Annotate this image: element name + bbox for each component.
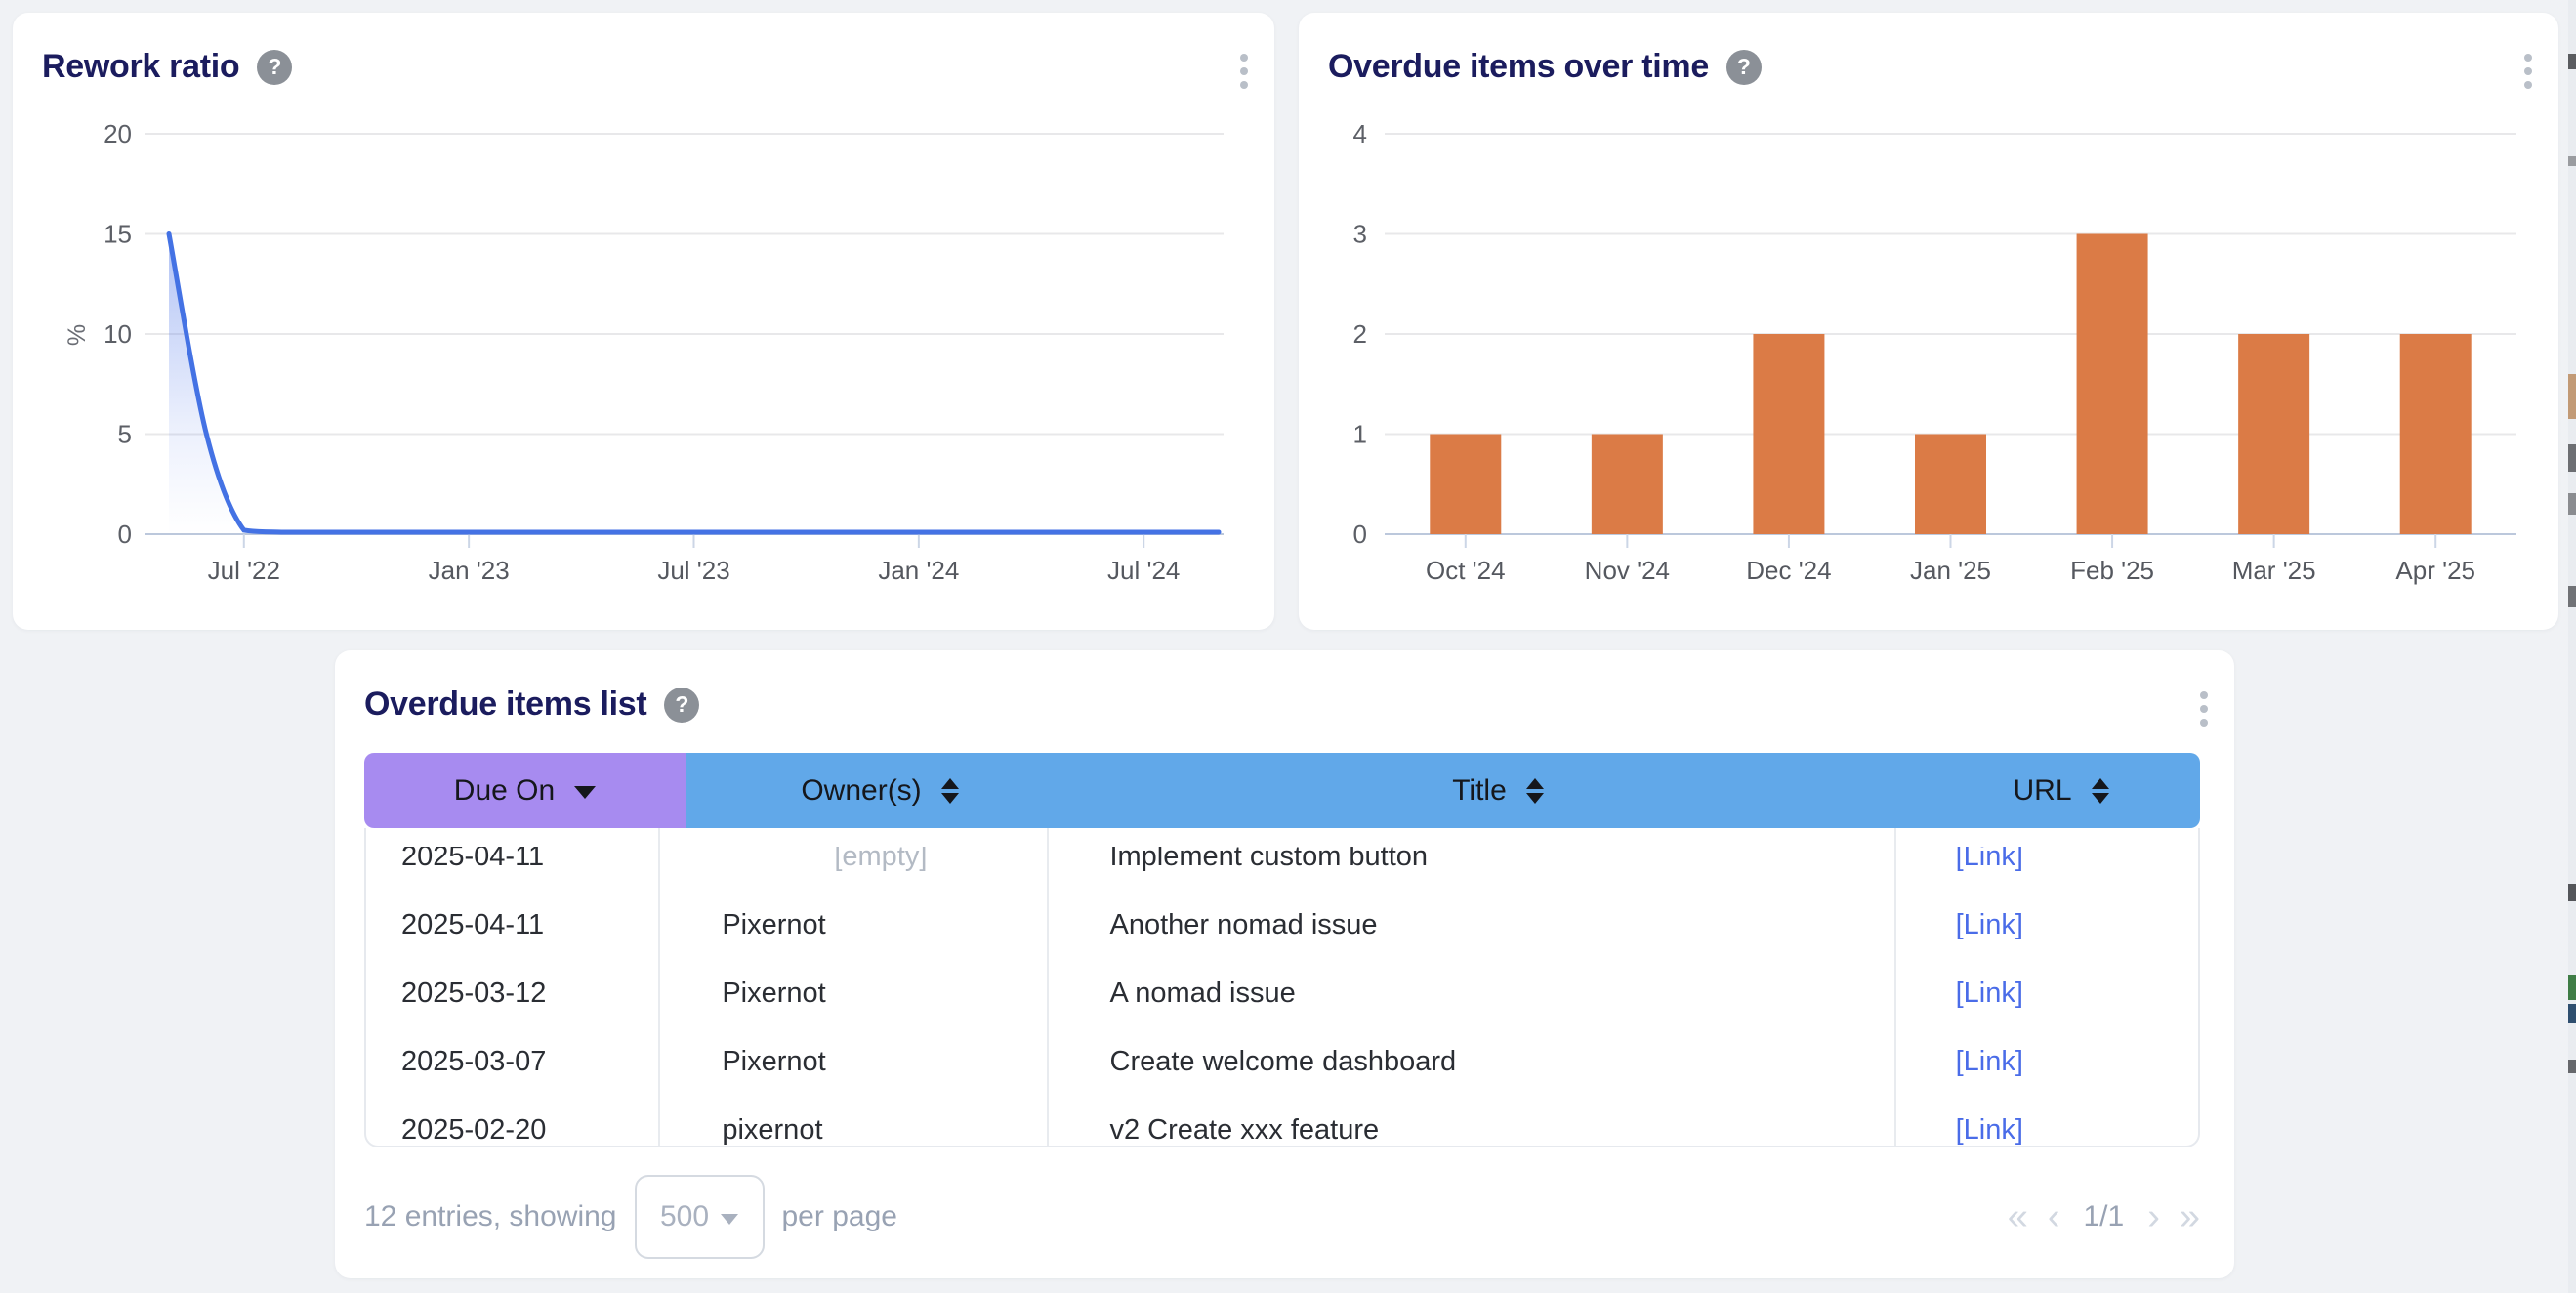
kebab-menu-icon[interactable] [2200,691,2208,727]
rework-ratio-area-chart: 0 5 10 15 20% Jul '22 Jan '23 Jul '23 Jan '24 Jul… [63,119,1224,585]
svg-text:10: 10 [104,319,132,349]
prev-page-button[interactable]: ‹ [2047,1196,2060,1237]
svg-text:Jan '24: Jan '24 [878,556,959,585]
table-row[interactable]: 2025-03-07 Pixernot Create welcome dashb… [366,1027,2198,1096]
per-page-suffix: per page [781,1200,897,1232]
item-link[interactable]: [Link] [1955,908,2023,940]
column-label: Due On [453,773,556,807]
sort-both-icon [1525,777,1544,804]
sort-both-icon [940,777,959,804]
column-label: URL [2013,773,2072,807]
cell-owner: [empty] [834,847,928,872]
help-icon[interactable]: ? [1725,49,1762,85]
item-link[interactable]: [Link] [1955,1113,2023,1146]
column-label: Title [1452,773,1507,807]
sort-both-icon [2091,777,2109,804]
svg-text:2: 2 [1353,319,1367,349]
cell-title: Create welcome dashboard [1109,1045,1457,1077]
caret-down-icon [721,1213,739,1225]
table-row[interactable]: 2025-04-11 Pixernot Another nomad issue … [366,891,2198,959]
cell-title: Implement custom button [1109,847,1429,872]
item-link[interactable]: [Link] [1955,847,2023,872]
cell-due-on: 2025-04-11 [401,908,545,940]
cell-owner: pixernot [722,1113,823,1146]
help-icon[interactable]: ? [257,49,293,85]
svg-text:Oct '24: Oct '24 [1426,556,1506,585]
column-header-title[interactable]: Title [1074,753,1922,828]
table-row[interactable]: 2025-03-12 Pixernot A nomad issue [Link] [366,959,2198,1027]
screen-edge-artifact [2568,0,2576,1293]
svg-text:20: 20 [104,119,132,148]
column-divider [658,828,660,1146]
kebab-menu-icon[interactable] [2524,54,2532,89]
cell-due-on: 2025-03-12 [401,977,547,1009]
column-header-url[interactable]: URL [1922,753,2200,828]
column-header-owners[interactable]: Owner(s) [686,753,1074,828]
help-icon[interactable]: ? [664,687,700,723]
table-scroll-viewport[interactable]: 2025-04-11 [empty] Implement custom butt… [366,847,2198,1146]
column-header-due-on[interactable]: Due On [364,753,686,828]
card-rework-ratio: Rework ratio ? 0 5 10 15 20% Jul '22 Jan '23 Ju… [13,13,1274,630]
page-title-rework-ratio: Rework ratio [42,48,240,85]
first-page-button[interactable]: « [2007,1196,2028,1237]
card-header: Rework ratio ? [42,48,293,86]
cell-owner: Pixernot [722,977,826,1009]
svg-text:0: 0 [1353,520,1367,549]
pagination: « ‹ 1/1 › » [2008,1198,2200,1235]
cell-due-on: 2025-03-07 [401,1045,547,1077]
svg-text:0: 0 [118,520,132,549]
page-indicator: 1/1 [2083,1200,2125,1232]
page-title-overdue-list: Overdue items list [364,686,647,723]
svg-text:Feb '25: Feb '25 [2070,556,2154,585]
svg-text:3: 3 [1353,220,1367,249]
svg-text:5: 5 [118,420,132,449]
card-overdue-list: Overdue items list ? Due On Owner(s) Tit… [335,650,2234,1278]
last-page-button[interactable]: » [2179,1196,2200,1237]
card-header: Overdue items list ? [364,686,700,724]
page-title-overdue-over-time: Overdue items over time [1328,48,1709,85]
card-overdue-over-time: Overdue items over time ? 0 1 2 3 4 Oct '24 No… [1299,13,2558,630]
svg-text:4: 4 [1353,119,1367,148]
table-row[interactable]: 2025-04-11 [empty] Implement custom butt… [366,847,2198,891]
svg-text:Jul '23: Jul '23 [657,556,729,585]
cell-owner: Pixernot [722,1045,826,1077]
svg-text:Nov '24: Nov '24 [1585,556,1670,585]
svg-text:Jul '22: Jul '22 [208,556,280,585]
table-row[interactable]: 2025-02-20 pixernot v2 Create xxx featur… [366,1096,2198,1146]
entries-summary: 12 entries, showing 500 per page [364,1175,897,1259]
table-footer: 12 entries, showing 500 per page « ‹ 1/1… [364,1172,2200,1262]
cell-due-on: 2025-02-20 [401,1113,547,1146]
cell-title: v2 Create xxx feature [1109,1113,1380,1146]
svg-text:1: 1 [1353,420,1367,449]
table-header: Due On Owner(s) Title URL [364,753,2200,828]
card-header: Overdue items over time ? [1328,48,1762,86]
per-page-select[interactable]: 500 [634,1175,765,1259]
next-page-button[interactable]: › [2147,1196,2160,1237]
column-divider [1047,828,1049,1146]
svg-text:Jan '23: Jan '23 [429,556,510,585]
svg-text:%: % [63,324,91,346]
per-page-value: 500 [659,1200,710,1232]
entries-count-text: 12 entries, showing [364,1200,617,1232]
column-divider [1894,828,1896,1146]
kebab-menu-icon[interactable] [1240,54,1248,89]
overdue-items-bar-chart: 0 1 2 3 4 Oct '24 Nov '24 Dec '24 Jan '25 Feb '25… [1353,119,2516,585]
table-body[interactable]: 2025-04-11 [empty] Implement custom butt… [364,828,2200,1147]
svg-text:Dec '24: Dec '24 [1746,556,1831,585]
item-link[interactable]: [Link] [1955,977,2023,1009]
cell-title: A nomad issue [1109,977,1296,1009]
svg-text:Apr '25: Apr '25 [2395,556,2475,585]
cell-title: Another nomad issue [1109,908,1378,940]
svg-text:15: 15 [104,220,132,249]
item-link[interactable]: [Link] [1955,1045,2023,1077]
column-label: Owner(s) [801,773,922,807]
sort-desc-icon [574,786,597,799]
svg-text:Jul '24: Jul '24 [1107,556,1180,585]
cell-owner: Pixernot [722,908,826,940]
svg-text:Jan '25: Jan '25 [1910,556,1991,585]
cell-due-on: 2025-04-11 [401,847,545,872]
svg-text:Mar '25: Mar '25 [2232,556,2316,585]
